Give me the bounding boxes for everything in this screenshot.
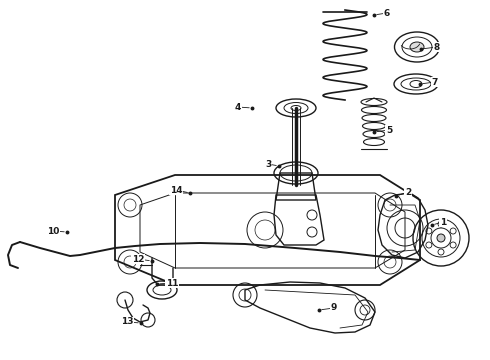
Text: 1: 1 [440, 217, 446, 226]
Text: 7: 7 [432, 77, 438, 86]
Text: 5: 5 [386, 126, 392, 135]
Text: 13: 13 [121, 318, 133, 327]
Text: 14: 14 [170, 185, 182, 194]
Text: 6: 6 [384, 9, 390, 18]
Ellipse shape [410, 42, 424, 52]
Text: 11: 11 [166, 279, 178, 288]
Text: 10: 10 [47, 226, 59, 235]
Text: 12: 12 [132, 255, 144, 264]
Text: 3: 3 [265, 159, 271, 168]
Text: 4: 4 [235, 103, 241, 112]
Text: 9: 9 [331, 303, 337, 312]
Text: 8: 8 [434, 42, 440, 51]
Circle shape [437, 234, 445, 242]
Text: 2: 2 [405, 188, 411, 197]
